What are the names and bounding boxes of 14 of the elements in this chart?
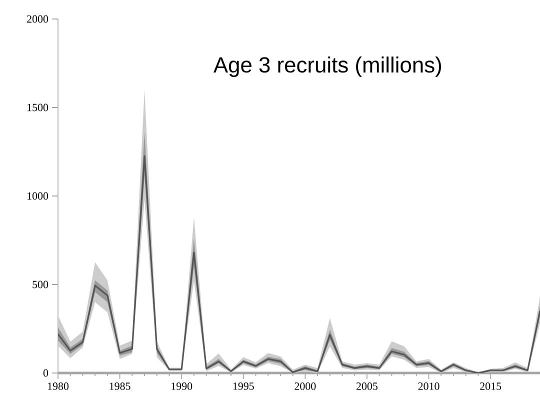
x-tick-label: 2015	[480, 382, 502, 390]
x-tick-label: 2000	[294, 382, 316, 390]
x-tick-label: 2010	[418, 382, 440, 390]
text: Age 3 recruits (millions)	[213, 56, 441, 77]
x-tick-label: 2005	[356, 382, 378, 390]
x-tick-label: 1995	[233, 382, 254, 390]
y-tick-label: 1500	[28, 104, 48, 112]
x-tick-label: 1990	[172, 382, 192, 390]
y-tick-label: 0	[43, 369, 48, 377]
x-tick-label: 1985	[110, 382, 130, 390]
x-tick-label: 1980	[48, 382, 69, 390]
y-tick-label: 500	[32, 280, 48, 288]
y-tick-label: 2000	[27, 15, 48, 23]
y-tick-label: 1000	[28, 192, 48, 200]
